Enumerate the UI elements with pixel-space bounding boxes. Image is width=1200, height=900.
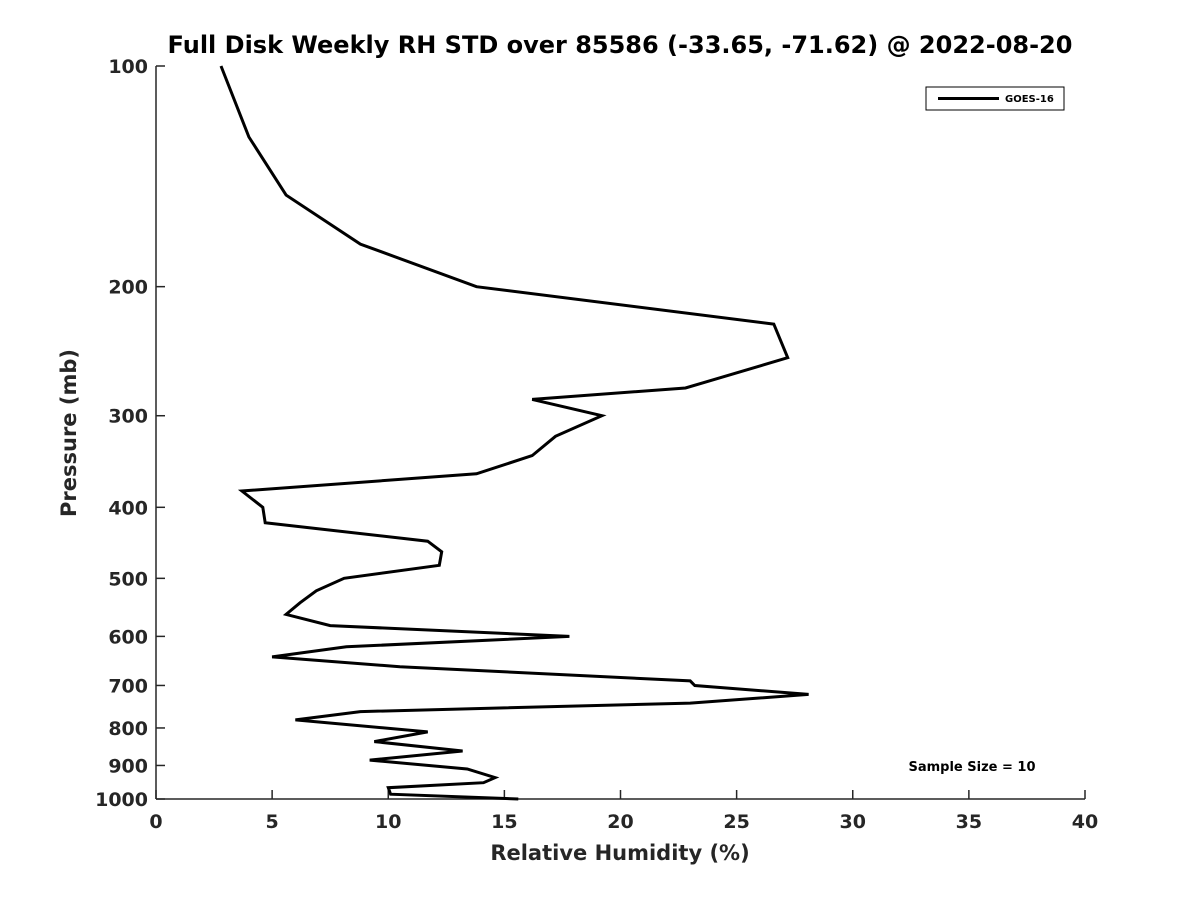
- x-tick-label: 40: [1072, 811, 1098, 833]
- x-tick-label: 20: [607, 811, 633, 833]
- y-tick-label: 800: [108, 718, 148, 740]
- legend-label-goes-16: GOES-16: [1005, 94, 1054, 105]
- y-tick-label: 600: [108, 626, 148, 648]
- x-axis-ticks: 0 5 10 15 20 25 30 35 40: [149, 790, 1098, 833]
- y-tick-label: 1000: [95, 789, 148, 811]
- y-tick-label: 100: [108, 56, 148, 78]
- y-tick-label: 700: [108, 675, 148, 697]
- series-line-goes-16: [219, 65, 809, 801]
- sample-size-annotation: Sample Size = 10: [908, 760, 1035, 775]
- legend: GOES-16: [925, 86, 1065, 111]
- y-tick-label: 400: [108, 497, 148, 519]
- x-tick-label: 35: [956, 811, 982, 833]
- x-tick-label: 30: [840, 811, 866, 833]
- y-tick-label: 200: [108, 277, 148, 299]
- x-tick-label: 25: [723, 811, 749, 833]
- x-axis-label: Relative Humidity (%): [490, 841, 749, 865]
- y-tick-label: 500: [108, 568, 148, 590]
- y-tick-label: 900: [108, 755, 148, 777]
- x-tick-label: 15: [491, 811, 517, 833]
- plot-area: 0 5 10 15 20 25 30 35 40 100 200 300 400 500 600 700 80…: [95, 56, 1098, 833]
- y-tick-label: 300: [108, 406, 148, 428]
- x-tick-label: 10: [375, 811, 401, 833]
- x-tick-label: 5: [266, 811, 279, 833]
- y-axis-ticks: 100 200 300 400 500 600 700 800 900 1000: [95, 56, 165, 811]
- y-axis-label: Pressure (mb): [57, 349, 81, 517]
- x-tick-label: 0: [149, 811, 162, 833]
- chart-title: Full Disk Weekly RH STD over 85586 (-33.…: [168, 31, 1073, 59]
